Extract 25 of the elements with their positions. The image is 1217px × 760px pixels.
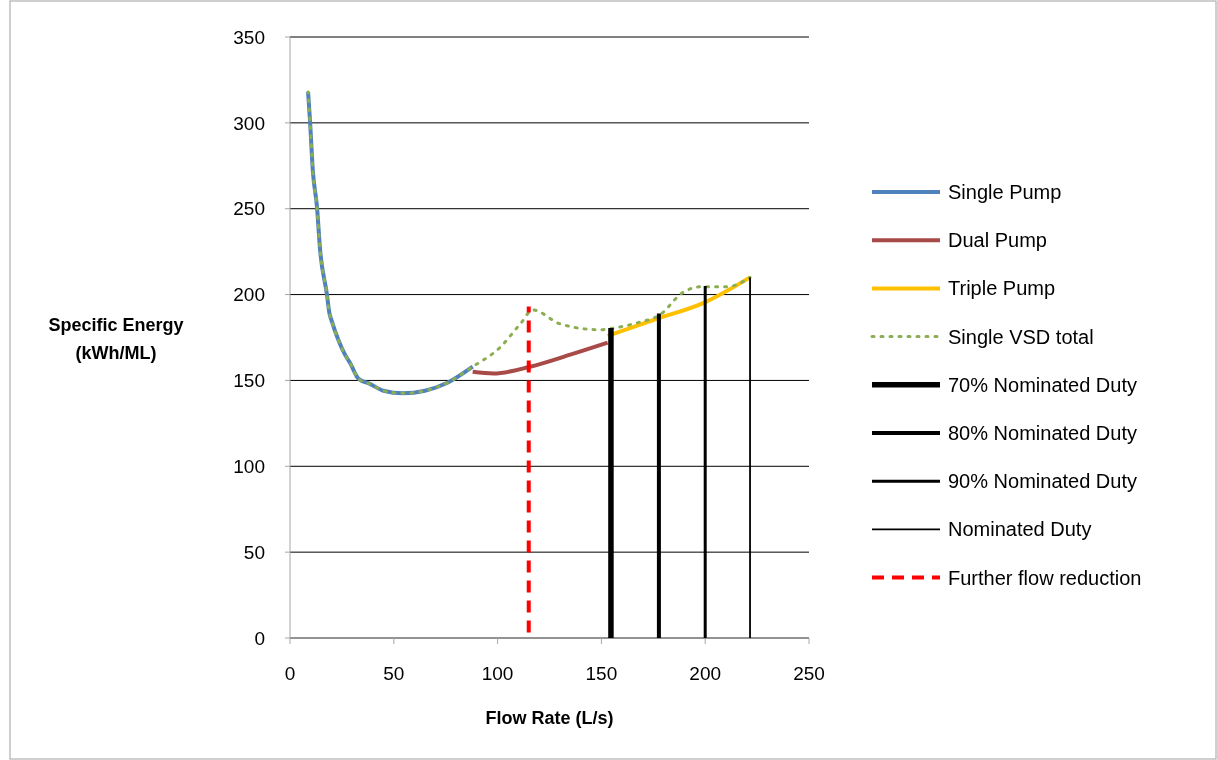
x-tick-label: 200: [689, 663, 722, 684]
legend-label: Further flow reduction: [948, 566, 1142, 589]
legend-label: Single VSD total: [948, 325, 1094, 348]
y-tick-label: 300: [233, 112, 265, 134]
y-tick-label: 200: [233, 284, 265, 306]
legend-label: Triple Pump: [948, 277, 1056, 300]
legend-label: Nominated Duty: [948, 518, 1092, 541]
y-tick-label: 50: [243, 541, 265, 563]
x-tick-label: 150: [585, 663, 618, 684]
x-tick-label: 50: [383, 663, 405, 684]
legend-label: 80% Nominated Duty: [948, 422, 1137, 444]
x-axis-title: Flow Rate (L/s): [485, 708, 614, 728]
legend-label: Dual Pump: [948, 229, 1047, 252]
y-tick-label: 0: [254, 627, 265, 649]
y-tick-label: 350: [233, 26, 265, 48]
y-tick-label: 150: [233, 370, 265, 392]
legend-label: Single Pump: [948, 181, 1062, 203]
x-tick-label: 0: [284, 663, 296, 684]
y-tick-label: 250: [233, 198, 265, 220]
y-tick-label: 100: [233, 455, 265, 477]
y-axis-title: Specific Energy (kWh/ML): [48, 315, 184, 363]
legend-label: 90% Nominated Duty: [948, 470, 1137, 493]
x-tick-label: 250: [793, 663, 825, 684]
legend-label: 70% Nominated Duty: [948, 373, 1137, 396]
x-tick-label: 100: [481, 663, 514, 684]
